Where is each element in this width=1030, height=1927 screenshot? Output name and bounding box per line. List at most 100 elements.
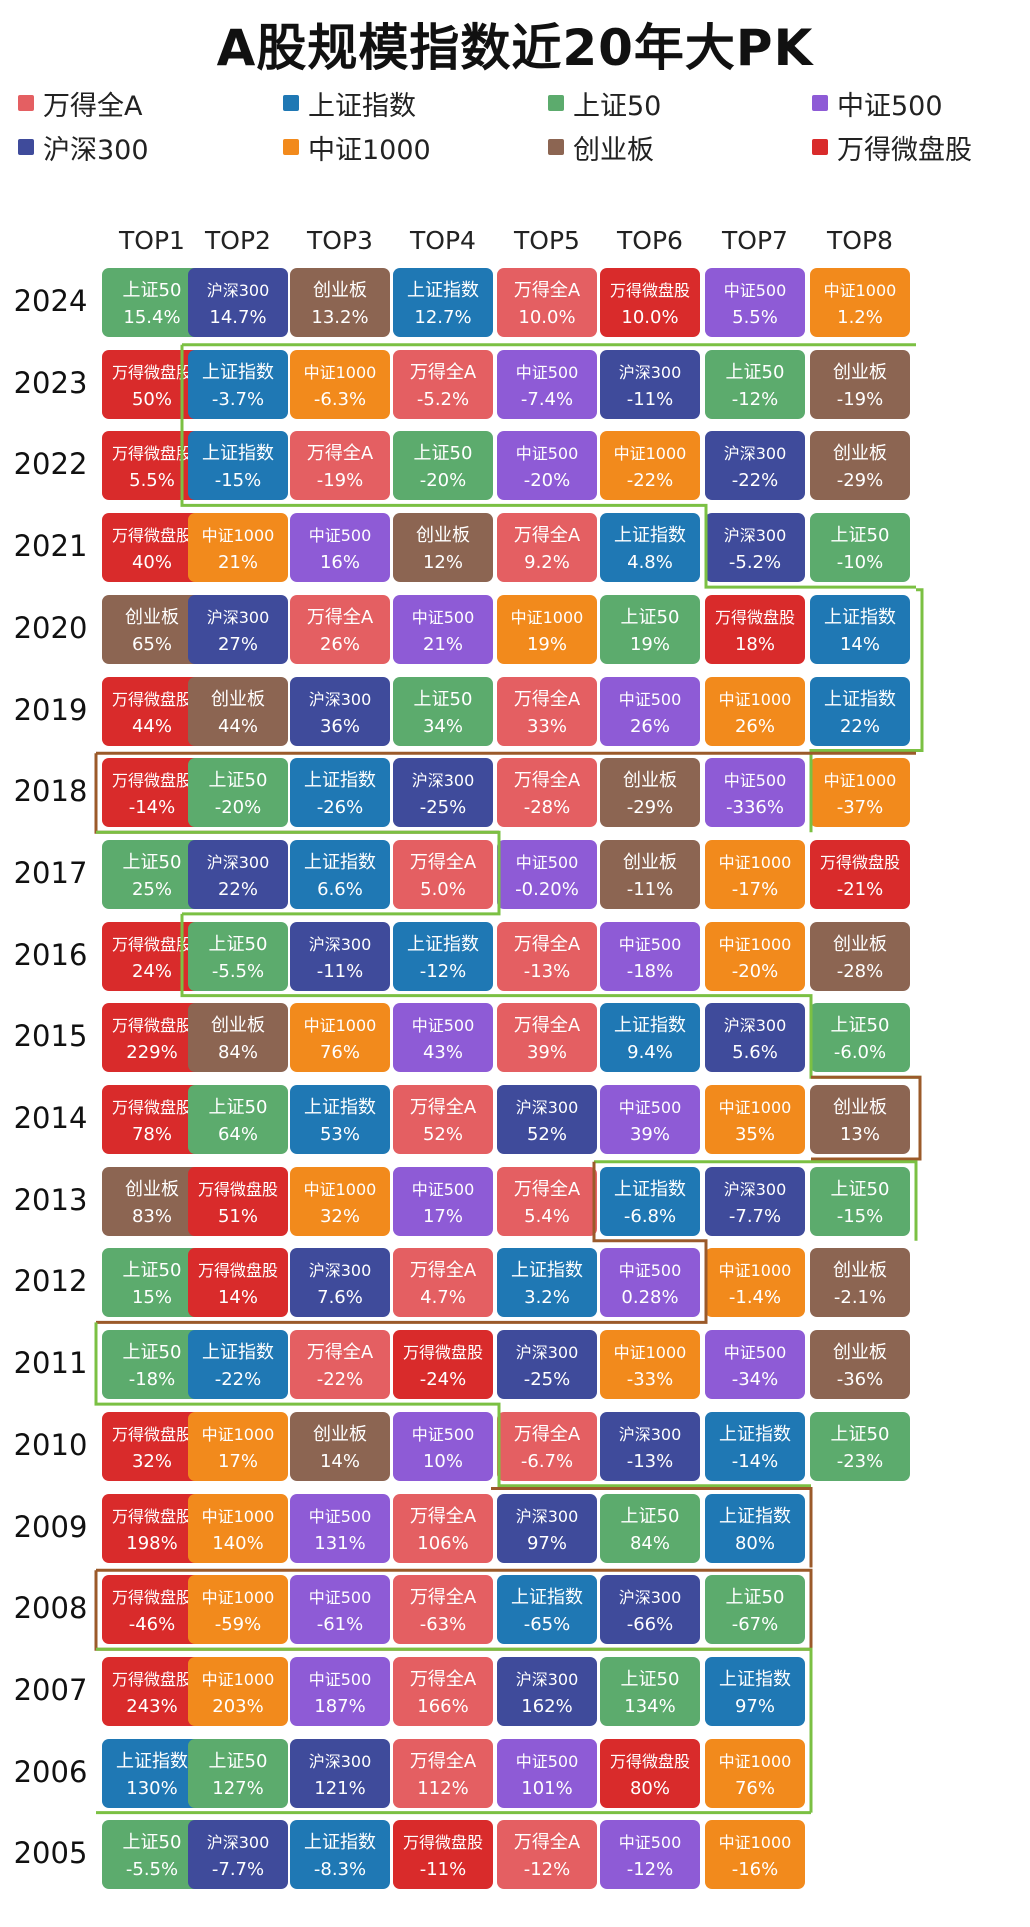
legend-item: 上证指数 [283, 83, 416, 123]
column-header: TOP3 [307, 226, 373, 255]
cell-return-value: -7.4% [520, 388, 574, 410]
ranking-cell: 上证指数 130% [102, 1738, 202, 1808]
cell-index-name: 中证500 [618, 689, 682, 709]
legend-swatch [283, 95, 299, 111]
year-label: 2011 [13, 1346, 88, 1381]
year-label: 2018 [13, 774, 88, 809]
ranking-cell: 上证50 -67% [705, 1575, 805, 1645]
ranking-cell: 上证指数 -6.8% [600, 1166, 700, 1236]
cell-index-name: 上证50 [725, 361, 785, 383]
ranking-cell: 上证50 -5.5% [188, 921, 288, 991]
cell-return-value: 39% [526, 1042, 567, 1064]
cell-return-value: -11% [419, 1859, 467, 1881]
ranking-cell: 中证1000 -59% [188, 1575, 288, 1645]
cell-index-name: 万得全A [513, 1178, 581, 1200]
ranking-cell: 沪深300 -22% [705, 431, 805, 501]
ranking-cell: 中证1000 -20% [705, 921, 805, 991]
ranking-cell: 上证指数 4.8% [600, 513, 700, 583]
legend-label: 万得全A [43, 90, 143, 122]
cell-index-name: 万得全A [409, 1668, 477, 1690]
cell-index-name: 万得微盘股 [197, 1179, 278, 1199]
cell-return-value: 64% [217, 1124, 258, 1145]
cell-index-name: 上证指数 [614, 1178, 686, 1200]
cell-index-name: 沪深300 [723, 444, 787, 464]
cell-return-value: 14% [217, 1287, 258, 1309]
cell-return-value: -15% [836, 1205, 884, 1227]
cell-return-value: 26% [319, 633, 360, 655]
cell-index-name: 创业板 [313, 1423, 367, 1445]
cell-index-name: 中证500 [411, 1016, 475, 1036]
ranking-cell: 万得微盘股 78% [102, 1085, 202, 1154]
cell-index-name: 上证指数 [614, 1015, 686, 1037]
cell-index-name: 上证指数 [202, 361, 274, 383]
cell-index-name: 中证500 [411, 1179, 475, 1199]
ranking-cell: 万得微盘股 -11% [393, 1820, 493, 1890]
ranking-cell: 上证指数 12.7% [393, 268, 493, 337]
ranking-cell: 沪深300 -11% [290, 921, 390, 991]
column-header: TOP8 [827, 226, 893, 255]
cell-index-name: 中证1000 [303, 362, 377, 382]
cell-index-name: 上证指数 [407, 933, 479, 955]
cell-index-name: 万得微盘股 [111, 1588, 192, 1608]
ranking-cell: 万得微盘股 229% [102, 1003, 202, 1073]
cell-return-value: 10.0% [621, 307, 679, 328]
ranking-cell: 沪深300 52% [497, 1085, 597, 1154]
cell-index-name: 上证指数 [511, 1587, 583, 1609]
cell-return-value: 44% [217, 715, 258, 737]
cell-index-name: 沪深300 [206, 607, 270, 627]
ranking-cell: 创业板 -36% [810, 1330, 910, 1400]
cell-return-value: 15.4% [123, 307, 181, 328]
cell-return-value: -22% [214, 1369, 262, 1391]
ranking-cell: 中证500 101% [497, 1738, 597, 1808]
cell-index-name: 中证1000 [718, 689, 792, 709]
cell-return-value: -2.1% [833, 1287, 887, 1309]
cell-return-value: 35% [734, 1124, 775, 1145]
cell-index-name: 中证1000 [510, 607, 584, 627]
year-label: 2019 [13, 692, 88, 727]
ranking-cell: 中证1000 76% [290, 1003, 390, 1073]
cell-return-value: 5.5% [129, 470, 175, 492]
cell-return-value: 4.8% [627, 552, 673, 574]
cell-index-name: 上证指数 [116, 1750, 188, 1772]
ranking-cell: 上证50 -20% [393, 431, 493, 501]
ranking-cell: 上证指数 -12% [393, 921, 493, 991]
ranking-cell: 创业板 13.2% [290, 268, 390, 337]
cell-return-value: 4.7% [420, 1287, 466, 1309]
cell-index-name: 上证指数 [824, 606, 896, 628]
cell-index-name: 上证50 [830, 1178, 890, 1200]
cell-return-value: 78% [131, 1124, 172, 1145]
cell-return-value: 127% [212, 1777, 264, 1799]
cell-index-name: 中证500 [515, 362, 579, 382]
cell-return-value: -12% [626, 1859, 674, 1881]
cell-return-value: 5.5% [732, 307, 778, 328]
cell-index-name: 万得全A [306, 1342, 374, 1364]
legend-swatch [283, 139, 299, 155]
cell-index-name: 沪深300 [308, 1751, 372, 1771]
cell-index-name: 万得全A [409, 1260, 477, 1282]
ranking-cell: 沪深300 -25% [497, 1330, 597, 1400]
cell-index-name: 上证指数 [304, 851, 376, 873]
ranking-cell: 中证500 -20% [497, 431, 597, 501]
ranking-cell: 上证50 15.4% [102, 268, 202, 337]
ranking-cell: 万得微盘股 198% [102, 1493, 202, 1563]
cell-index-name: 中证1000 [201, 1424, 275, 1444]
ranking-cell: 创业板 65% [102, 594, 202, 664]
ranking-cell: 上证50 -12% [705, 349, 805, 419]
ranking-cell: 创业板 -2.1% [810, 1248, 910, 1318]
cell-return-value: -46% [128, 1614, 176, 1636]
cell-return-value: -0.20% [515, 878, 579, 900]
cell-return-value: -12% [731, 388, 779, 410]
cell-index-name: 中证1000 [718, 852, 792, 872]
year-label: 2014 [13, 1101, 88, 1135]
cell-return-value: -23% [836, 1450, 884, 1472]
cell-return-value: -20% [523, 470, 571, 492]
cell-index-name: 上证50 [830, 525, 890, 547]
cell-index-name: 中证500 [308, 526, 372, 546]
ranking-cell: 沪深300 -7.7% [188, 1820, 288, 1890]
cell-return-value: -11% [626, 878, 674, 900]
ranking-cell: 创业板 84% [188, 1003, 288, 1073]
ranking-cell: 万得微盘股 5.5% [102, 431, 202, 501]
cell-index-name: 上证指数 [719, 1423, 791, 1445]
column-header: TOP7 [722, 226, 788, 255]
cell-index-name: 万得微盘股 [111, 771, 192, 791]
